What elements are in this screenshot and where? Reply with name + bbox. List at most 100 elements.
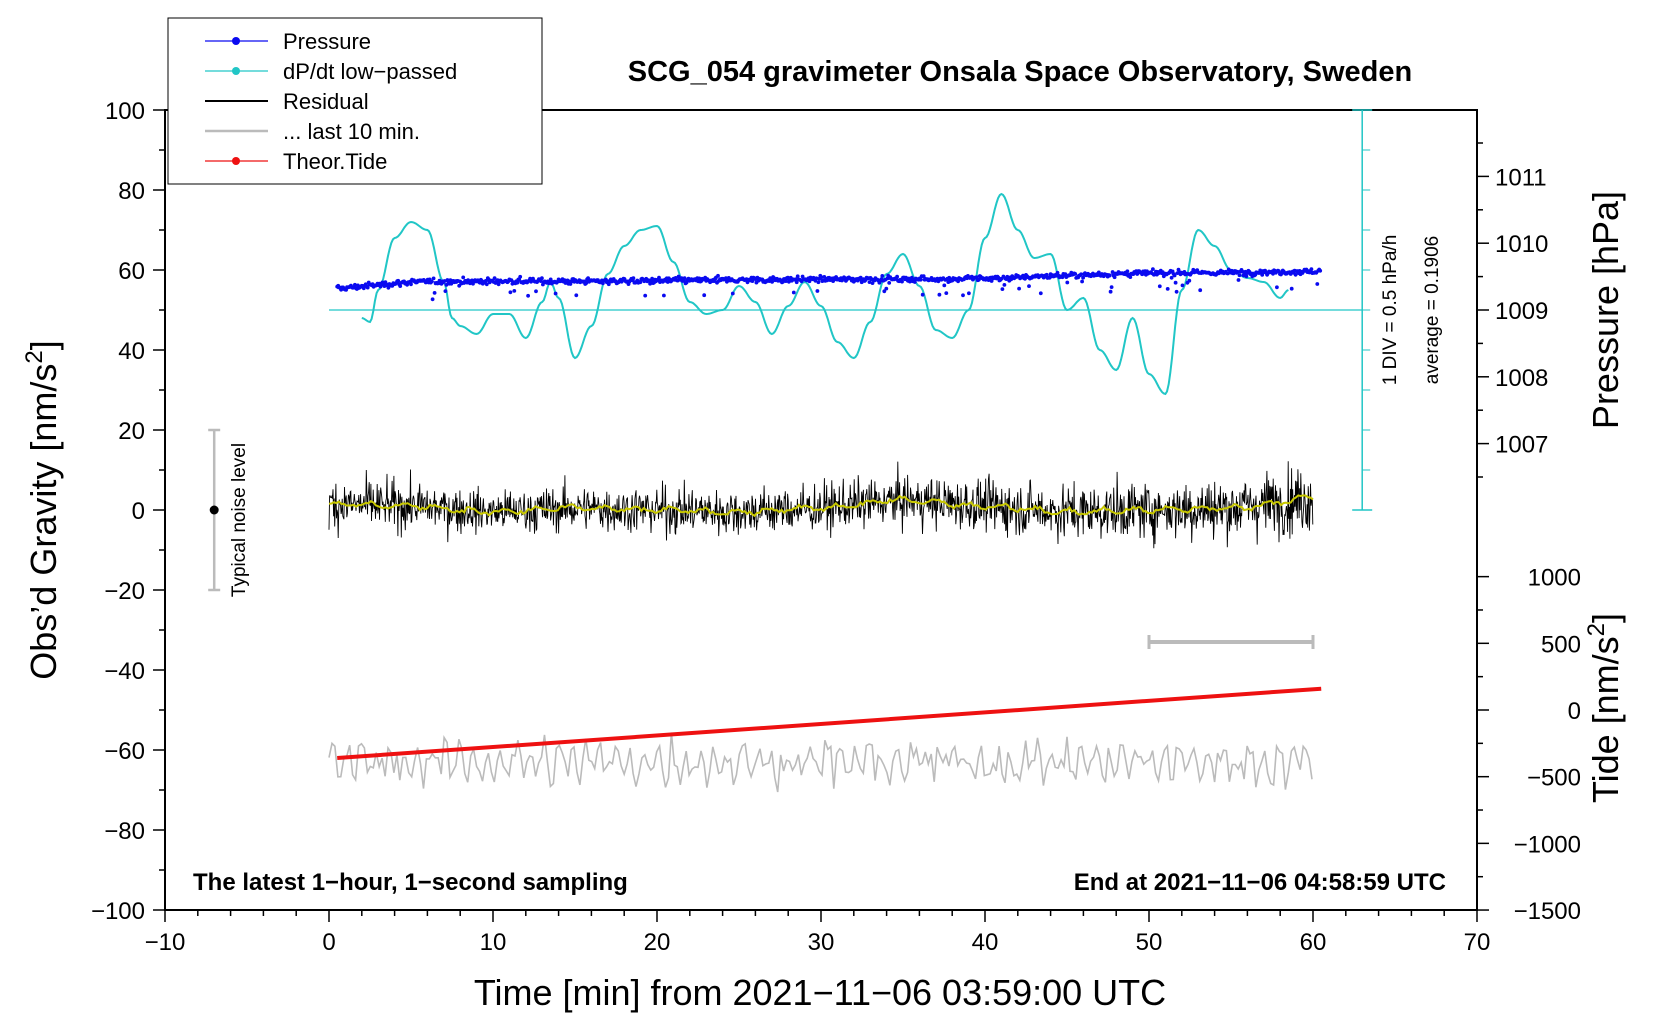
pressure-point	[429, 279, 434, 284]
pressure-point	[1125, 269, 1130, 274]
pressure-point	[1157, 284, 1162, 289]
footer-right: End at 2021−11−06 04:58:59 UTC	[1074, 869, 1446, 896]
pressure-point	[1236, 278, 1241, 282]
pressure-tick-label: 1011	[1495, 164, 1547, 191]
pressure-point	[976, 277, 981, 282]
pressure-point	[1160, 270, 1165, 274]
pressure-point	[679, 276, 684, 280]
pressure-point	[989, 279, 994, 283]
pressure-tick-label: 1009	[1495, 298, 1548, 325]
pressure-point	[1063, 272, 1068, 276]
tide-tick-label: −1000	[1514, 831, 1581, 858]
pressure-point	[1169, 275, 1174, 280]
pressure-point	[365, 285, 370, 290]
pressure-point	[1079, 272, 1083, 277]
pressure-point	[484, 282, 489, 287]
pressure-point	[1128, 275, 1133, 279]
pressure-point	[1023, 276, 1027, 281]
pressure-point	[574, 293, 579, 298]
y-axis-label-pressure: Pressure [hPa]	[1585, 191, 1626, 429]
pressure-point	[1055, 270, 1060, 275]
pressure-point	[430, 297, 435, 302]
pressure-tick-label: 1010	[1495, 231, 1548, 258]
x-tick-label: 40	[972, 929, 999, 956]
pressure-point	[643, 293, 648, 298]
series-dpdt	[361, 192, 1289, 396]
x-axis: −10 0 10 20 30 40 50 60 70	[145, 910, 1491, 956]
pressure-tick-label: 1007	[1495, 432, 1548, 459]
pressure-point	[1107, 273, 1112, 278]
pressure-point	[584, 281, 589, 285]
pressure-point	[795, 274, 800, 279]
pressure-tick-label: 1008	[1495, 365, 1548, 392]
series-residual	[328, 461, 1314, 549]
pressure-point	[1260, 273, 1265, 277]
pressure-point	[887, 281, 892, 285]
pressure-point	[1002, 283, 1007, 287]
pressure-point	[895, 274, 899, 279]
pressure-point	[1318, 268, 1323, 273]
pressure-point	[814, 276, 819, 281]
pressure-point	[539, 279, 543, 283]
dpdt-scale-axis	[329, 109, 1373, 511]
pressure-point	[920, 292, 925, 297]
y-axis-label-tide: Tide [nm/s2]	[1583, 613, 1626, 803]
pressure-point	[461, 275, 466, 280]
pressure-point	[540, 276, 544, 281]
tide-tick-label: 1000	[1528, 565, 1581, 592]
tide-tick-label: 500	[1541, 631, 1581, 658]
pressure-point	[631, 276, 636, 281]
pressure-point	[409, 282, 413, 287]
pressure-point	[936, 279, 941, 284]
pressure-point	[1044, 272, 1049, 277]
pressure-point	[492, 276, 497, 280]
y-tick-label: −60	[104, 738, 145, 765]
legend-label: dP/dt low−passed	[283, 59, 457, 84]
pressure-point	[1108, 289, 1113, 294]
pressure-point	[1172, 273, 1177, 278]
tide-tick-label: 0	[1568, 698, 1581, 725]
y-tick-label: 100	[105, 98, 145, 125]
x-tick-label: 30	[808, 929, 835, 956]
pressure-point	[526, 293, 530, 298]
x-tick-label: 70	[1464, 929, 1491, 956]
pressure-point	[1151, 267, 1155, 271]
pressure-point	[730, 291, 735, 296]
pressure-point	[1017, 286, 1021, 291]
y-tick-label: −40	[104, 658, 145, 685]
noise-label: Typical noise level	[229, 443, 250, 597]
noise-bar-center	[209, 505, 219, 515]
x-tick-label: 20	[644, 929, 671, 956]
pressure-point	[702, 293, 707, 298]
x-tick-label: 60	[1300, 929, 1327, 956]
pressure-point	[900, 279, 904, 284]
pressure-point	[1315, 282, 1320, 286]
pressure-point	[1244, 274, 1249, 279]
pressure-point	[815, 289, 820, 293]
y-tick-label: 40	[118, 338, 145, 365]
pressure-point	[534, 289, 538, 294]
pressure-point	[1165, 287, 1170, 291]
pressure-point	[967, 291, 971, 296]
typical-noise-bar	[208, 428, 221, 592]
pressure-point	[1226, 267, 1231, 272]
pressure-point	[725, 279, 729, 284]
pressure-point	[1073, 272, 1078, 276]
y-axis-tide: −1500 −1000 −500 0 500 1000	[1477, 565, 1581, 925]
pressure-point	[445, 278, 450, 282]
legend: Pressure dP/dt low−passed Residual ... last…	[167, 17, 543, 185]
pressure-point	[784, 279, 788, 283]
last10-line	[328, 732, 1313, 793]
x-tick-label: −10	[145, 929, 186, 956]
pressure-point	[1080, 279, 1084, 284]
tide-tick-label: −500	[1527, 765, 1581, 792]
pressure-point	[638, 280, 643, 285]
legend-items: Pressure dP/dt low−passed Residual ... last…	[205, 29, 457, 174]
y-tick-label: 60	[118, 258, 145, 285]
pressure-point	[1309, 267, 1314, 272]
pressure-point	[880, 274, 885, 278]
legend-label: ... last 10 min.	[283, 119, 420, 144]
y-tick-label: −20	[104, 578, 145, 605]
pressure-point	[1109, 285, 1114, 289]
